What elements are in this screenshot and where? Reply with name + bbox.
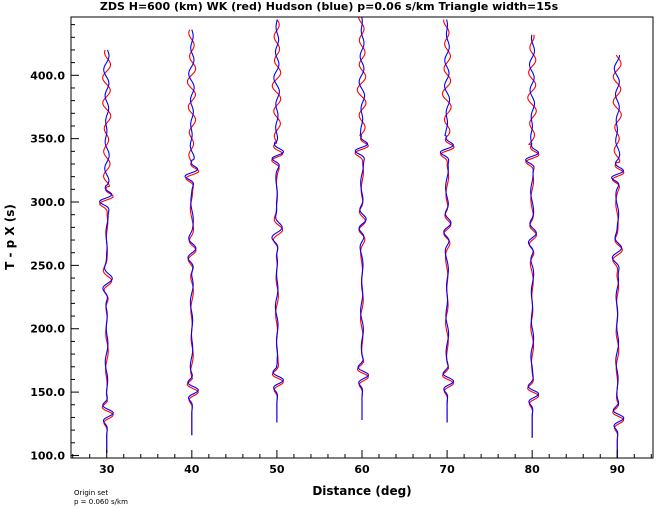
trace-90-hudson (611, 54, 625, 458)
trace-90-wk (611, 54, 625, 458)
x-tick-label-70: 70 (439, 463, 455, 476)
trace-80-wk (525, 34, 540, 438)
chart-title: ZDS H=600 (km) WK (red) Hudson (blue) p=… (100, 0, 559, 13)
x-tick-label-50: 50 (269, 463, 285, 476)
y-tick-label-100.0: 100.0 (30, 449, 65, 462)
trace-60-hudson (354, 16, 370, 420)
trace-30-hudson (99, 49, 114, 453)
footnote-origin: Origin set (74, 489, 108, 497)
x-axis: 30 40 50 60 70 80 90 (72, 450, 652, 476)
trace-50-hudson (271, 19, 284, 423)
x-tick-label-90: 90 (610, 463, 626, 476)
y-tick-label-250.0: 250.0 (30, 259, 65, 272)
y-axis-title: T - p X (s) (3, 204, 17, 270)
y-tick-label-350.0: 350.0 (30, 133, 65, 146)
y-tick-label-300.0: 300.0 (30, 196, 65, 209)
x-tick-label-80: 80 (525, 463, 541, 476)
y-tick-label-150.0: 150.0 (30, 386, 65, 399)
y-axis: 100.0 150.0 200.0 250.0 300.0 350.0 400.0 (30, 24, 79, 462)
y-tick-label-400.0: 400.0 (30, 69, 65, 82)
trace-40-hudson (184, 29, 199, 436)
x-tick-label-60: 60 (354, 463, 370, 476)
trace-70-hudson (439, 19, 455, 423)
y-tick-label-200.0: 200.0 (30, 323, 65, 336)
trace-group (99, 16, 625, 458)
x-tick-label-30: 30 (99, 463, 115, 476)
footnote-slowness: p = 0.060 s/km (74, 498, 128, 506)
trace-80-hudson (525, 34, 540, 438)
trace-40-wk (185, 29, 200, 436)
x-tick-label-40: 40 (184, 463, 200, 476)
x-axis-title: Distance (deg) (312, 484, 411, 498)
